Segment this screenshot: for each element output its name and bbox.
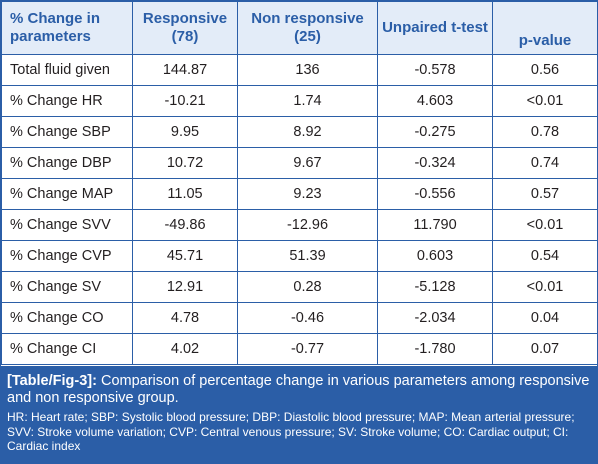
non-responsive-value: 0.28: [237, 271, 378, 303]
responsive-value: 10.72: [132, 147, 238, 179]
t-test-value: -0.578: [377, 54, 493, 86]
non-responsive-value: 9.23: [237, 178, 378, 210]
non-responsive-value: -0.46: [237, 302, 378, 334]
t-test-value: -2.034: [377, 302, 493, 334]
row-label: % Change DBP: [1, 147, 133, 179]
row-label: % Change HR: [1, 85, 133, 117]
t-test-value: 4.603: [377, 85, 493, 117]
row-label: % Change SV: [1, 271, 133, 303]
responsive-value: 4.78: [132, 302, 238, 334]
p-value: 0.56: [492, 54, 598, 86]
p-value: <0.01: [492, 271, 598, 303]
row-label: Total fluid given: [1, 54, 133, 86]
t-test-value: -5.128: [377, 271, 493, 303]
table-row: % Change SVV -49.86 -12.96 11.790 <0.01: [1, 209, 598, 241]
row-label: % Change CO: [1, 302, 133, 334]
header-p-value: p-value: [492, 1, 598, 55]
non-responsive-value: 51.39: [237, 240, 378, 272]
header-t-test: Unpaired t-test: [377, 1, 493, 55]
table-row: % Change CI 4.02 -0.77 -1.780 0.07: [1, 333, 598, 365]
non-responsive-value: -12.96: [237, 209, 378, 241]
t-test-value: -1.780: [377, 333, 493, 365]
table-row: Total fluid given 144.87 136 -0.578 0.56: [1, 54, 598, 86]
t-test-value: -0.556: [377, 178, 493, 210]
caption-text: Comparison of percentage change in vario…: [7, 373, 590, 406]
non-responsive-value: 8.92: [237, 116, 378, 148]
table-row: % Change SV 12.91 0.28 -5.128 <0.01: [1, 271, 598, 303]
p-value: <0.01: [492, 85, 598, 117]
p-value: 0.74: [492, 147, 598, 179]
table-row: % Change HR -10.21 1.74 4.603 <0.01: [1, 85, 598, 117]
data-table: % Change in parameters Responsive (78) N…: [1, 1, 598, 365]
row-label: % Change SBP: [1, 116, 133, 148]
header-row: % Change in parameters Responsive (78) N…: [1, 1, 598, 55]
non-responsive-value: 1.74: [237, 85, 378, 117]
caption-title: [Table/Fig-3]: Comparison of percentage …: [7, 373, 591, 407]
t-test-value: -0.324: [377, 147, 493, 179]
row-label: % Change SVV: [1, 209, 133, 241]
table-row: % Change DBP 10.72 9.67 -0.324 0.74: [1, 147, 598, 179]
p-value: 0.78: [492, 116, 598, 148]
header-non-responsive: Non responsive (25): [237, 1, 378, 55]
caption-abbreviations: HR: Heart rate; SBP: Systolic blood pres…: [7, 410, 575, 453]
p-value: 0.54: [492, 240, 598, 272]
responsive-value: 45.71: [132, 240, 238, 272]
non-responsive-value: 9.67: [237, 147, 378, 179]
non-responsive-value: -0.77: [237, 333, 378, 365]
p-value: 0.57: [492, 178, 598, 210]
table-row: % Change MAP 11.05 9.23 -0.556 0.57: [1, 178, 598, 210]
responsive-value: 11.05: [132, 178, 238, 210]
p-value: 0.07: [492, 333, 598, 365]
responsive-value: 144.87: [132, 54, 238, 86]
t-test-value: 0.603: [377, 240, 493, 272]
responsive-value: -10.21: [132, 85, 238, 117]
responsive-value: 9.95: [132, 116, 238, 148]
caption-tag: [Table/Fig-3]:: [7, 373, 97, 389]
t-test-value: -0.275: [377, 116, 493, 148]
p-value: 0.04: [492, 302, 598, 334]
table-row: % Change CVP 45.71 51.39 0.603 0.54: [1, 240, 598, 272]
figure-caption: [Table/Fig-3]: Comparison of percentage …: [1, 366, 597, 463]
responsive-value: 4.02: [132, 333, 238, 365]
non-responsive-value: 136: [237, 54, 378, 86]
t-test-value: 11.790: [377, 209, 493, 241]
row-label: % Change MAP: [1, 178, 133, 210]
responsive-value: -49.86: [132, 209, 238, 241]
row-label: % Change CVP: [1, 240, 133, 272]
header-parameter: % Change in parameters: [1, 1, 133, 55]
table-row: % Change CO 4.78 -0.46 -2.034 0.04: [1, 302, 598, 334]
p-value: <0.01: [492, 209, 598, 241]
header-responsive: Responsive (78): [132, 1, 238, 55]
row-label: % Change CI: [1, 333, 133, 365]
responsive-value: 12.91: [132, 271, 238, 303]
table-row: % Change SBP 9.95 8.92 -0.275 0.78: [1, 116, 598, 148]
